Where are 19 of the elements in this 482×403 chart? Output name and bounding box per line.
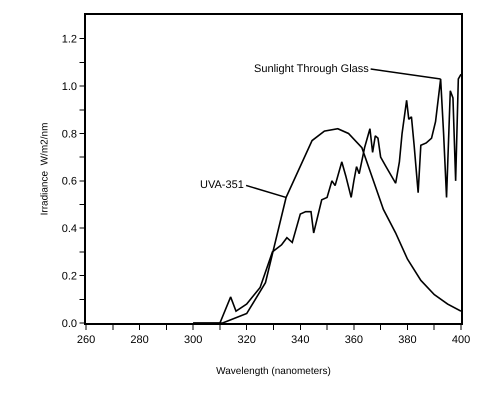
y-tick-label: 0.0 [62, 318, 78, 330]
y-tick-label: 1.0 [62, 80, 78, 93]
y-tick-label: 0.6 [62, 176, 78, 188]
x-tick-label: 320 [238, 334, 256, 346]
annotation: UVA-351 [200, 179, 244, 191]
y-tick-label: 0.8 [62, 128, 78, 140]
x-tick-label: 400 [452, 334, 470, 346]
y-tick-label: 0.4 [62, 223, 78, 236]
y-axis-title: Irradiance W/m2/nm [39, 122, 50, 216]
annotation: Sunlight Through Glass [254, 63, 370, 75]
x-tick-label: 280 [130, 334, 149, 346]
x-axis-title: Wavelength (nanometers) [216, 366, 331, 377]
y-tick-label: 1.2 [62, 34, 78, 46]
x-tick-label: 340 [291, 334, 310, 346]
x-tick-label: 380 [398, 334, 417, 346]
x-tick-label: 300 [184, 334, 202, 346]
y-tick-label: 0.2 [62, 270, 78, 282]
x-tick-label: 260 [76, 334, 96, 346]
x-tick-label: 360 [344, 334, 364, 346]
